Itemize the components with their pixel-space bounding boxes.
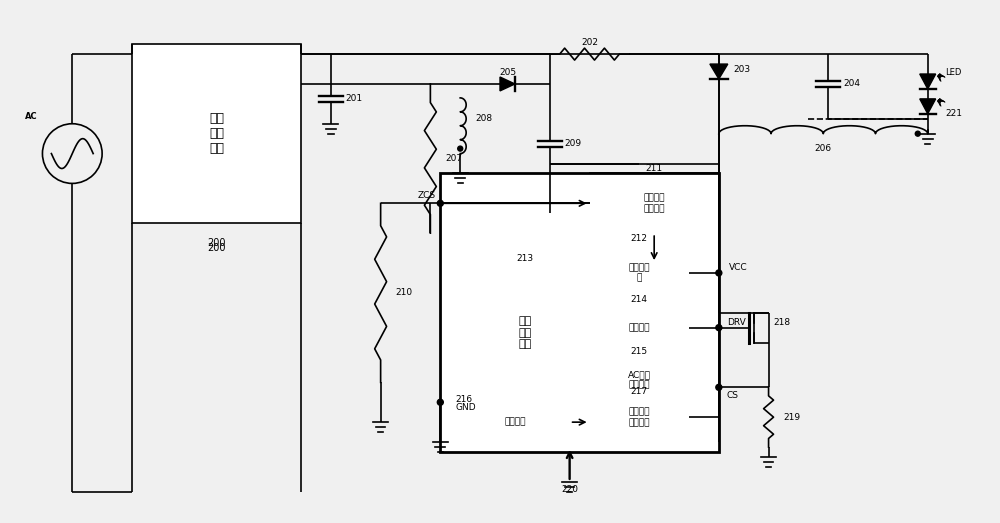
Circle shape [716, 325, 722, 331]
Text: 202: 202 [581, 38, 598, 47]
Text: CS: CS [727, 391, 739, 400]
Text: 218: 218 [774, 318, 791, 327]
Text: 217: 217 [631, 387, 648, 396]
Text: 208: 208 [475, 114, 492, 123]
FancyBboxPatch shape [590, 353, 689, 407]
FancyBboxPatch shape [590, 174, 719, 233]
Text: 216: 216 [455, 395, 472, 404]
FancyBboxPatch shape [460, 263, 590, 402]
Text: 219: 219 [783, 413, 801, 422]
Text: 206: 206 [815, 144, 832, 153]
Text: 214: 214 [631, 295, 648, 304]
Text: 供电及基
准: 供电及基 准 [629, 263, 650, 282]
Polygon shape [500, 77, 515, 91]
Text: 驱动电路: 驱动电路 [629, 323, 650, 332]
Text: 211: 211 [646, 164, 663, 173]
Text: 桥式
整流
电路: 桥式 整流 电路 [209, 112, 224, 155]
Text: 215: 215 [631, 347, 648, 356]
Text: AC开关
判断电路: AC开关 判断电路 [628, 370, 651, 390]
Text: 电流估算: 电流估算 [504, 418, 526, 427]
Text: 210: 210 [396, 288, 413, 298]
Text: DRV: DRV [727, 318, 746, 327]
Circle shape [915, 131, 920, 136]
Polygon shape [710, 64, 728, 79]
FancyBboxPatch shape [132, 44, 301, 223]
Text: 207: 207 [445, 154, 462, 163]
Text: 204: 204 [843, 79, 860, 88]
Text: ZCS: ZCS [417, 191, 435, 200]
Text: 220: 220 [561, 485, 578, 494]
Text: 205: 205 [499, 67, 516, 76]
Text: LED: LED [946, 67, 962, 76]
FancyBboxPatch shape [590, 243, 689, 303]
Polygon shape [920, 74, 936, 89]
Text: 200: 200 [207, 238, 226, 248]
FancyBboxPatch shape [590, 303, 689, 353]
Text: 峰値电流
检测电路: 峰値电流 检测电路 [629, 407, 650, 427]
Circle shape [437, 200, 443, 206]
Circle shape [716, 384, 722, 390]
Text: 213: 213 [516, 254, 533, 263]
Polygon shape [920, 99, 936, 114]
Circle shape [716, 270, 722, 276]
Text: VCC: VCC [729, 264, 747, 272]
Circle shape [437, 399, 443, 405]
FancyBboxPatch shape [460, 402, 570, 442]
Text: 200: 200 [207, 243, 226, 253]
Text: GND: GND [455, 403, 476, 412]
Text: 201: 201 [346, 94, 363, 104]
Text: 203: 203 [734, 64, 751, 74]
Text: 221: 221 [946, 109, 963, 118]
Text: 逻辑
控制
电路: 逻辑 控制 电路 [518, 316, 531, 349]
Text: 209: 209 [565, 139, 582, 148]
Text: 212: 212 [631, 234, 648, 243]
Circle shape [458, 146, 463, 151]
FancyBboxPatch shape [590, 392, 689, 442]
FancyBboxPatch shape [440, 174, 719, 452]
Text: AC: AC [25, 112, 37, 121]
Text: 续流时间
检测电路: 续流时间 检测电路 [643, 194, 665, 213]
